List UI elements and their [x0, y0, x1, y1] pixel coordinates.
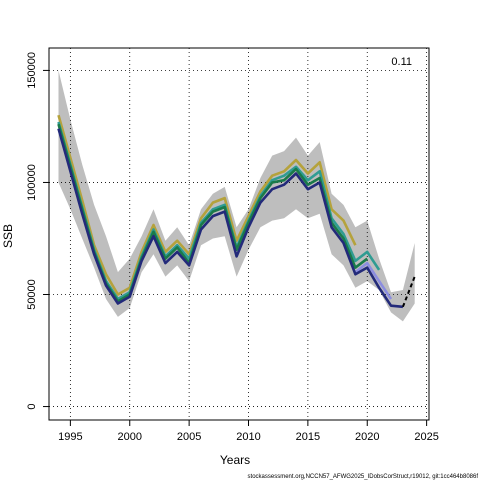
confidence-band — [58, 70, 415, 322]
x-axis: 1995 2000 2005 2010 2015 2020 2025 — [58, 420, 439, 443]
y-tick-label: 50000 — [26, 279, 38, 310]
y-tick-label: 100000 — [26, 164, 38, 201]
x-tick-label: 2000 — [118, 431, 142, 443]
x-tick-label: 1995 — [58, 431, 82, 443]
series-line-4 — [57, 128, 404, 309]
x-tick-label: 2015 — [296, 431, 320, 443]
x-tick-label: 2010 — [236, 431, 260, 443]
footer-note: stockassessment.org,NCCN57_AFWG2025_IDob… — [248, 474, 479, 480]
confidence-band-layer — [58, 70, 415, 322]
x-tick-label: 2025 — [414, 431, 438, 443]
series-line-3 — [354, 261, 393, 300]
series-line-5 — [401, 276, 416, 308]
y-axis: 0 50000 100000 150000 — [26, 52, 49, 410]
x-tick-label: 2020 — [355, 431, 379, 443]
y-axis-label: SSB — [1, 224, 15, 248]
series-layer — [57, 114, 416, 309]
y-tick-label: 150000 — [26, 52, 38, 89]
grid-layer — [49, 48, 429, 420]
corner-label: 0.11 — [391, 56, 412, 68]
x-tick-label: 2005 — [177, 431, 201, 443]
y-tick-label: 0 — [26, 403, 38, 409]
series-line-0 — [57, 114, 357, 296]
plot-frame — [48, 47, 430, 421]
x-axis-label: Years — [220, 453, 250, 467]
